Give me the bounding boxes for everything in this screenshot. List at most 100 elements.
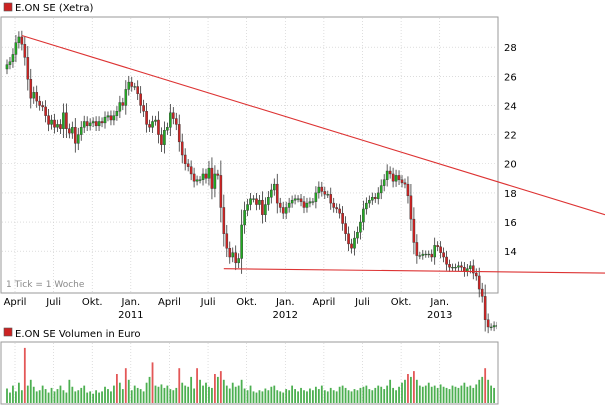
- volume-bar: [356, 390, 359, 403]
- x-tick-label: Jan.: [275, 297, 295, 308]
- volume-bar: [306, 391, 308, 403]
- volume-bar: [59, 385, 62, 403]
- volume-bar: [475, 384, 478, 403]
- volume-bar: [107, 389, 109, 403]
- candle-up: [5, 64, 9, 70]
- candle-down: [412, 218, 416, 243]
- volume-bar: [110, 391, 112, 403]
- candle-up: [118, 102, 122, 112]
- x-tick-label: Okt.: [236, 297, 257, 308]
- candle-up: [433, 245, 436, 258]
- x-tick-label: Jan.: [121, 297, 141, 308]
- volume-bar: [326, 391, 329, 403]
- volume-bar: [490, 385, 493, 403]
- volume-bar: [320, 385, 323, 403]
- candle-up: [213, 173, 217, 189]
- candle-down: [228, 248, 232, 258]
- volume-bar: [243, 388, 246, 403]
- candle-up: [365, 202, 368, 210]
- volume-bar: [68, 379, 71, 403]
- candle-down: [483, 296, 487, 320]
- volume-bar: [291, 385, 294, 403]
- volume-bar: [317, 389, 320, 403]
- y-tick-label: 22: [504, 131, 517, 142]
- volume-bar: [130, 390, 133, 403]
- candle-up: [353, 237, 356, 249]
- candle-down: [514, 323, 516, 330]
- volume-bar: [86, 392, 89, 403]
- candle-down: [388, 170, 392, 175]
- volume-bar: [216, 376, 219, 403]
- volume-bar: [47, 392, 50, 403]
- volume-bar: [261, 391, 264, 403]
- volume-bar: [380, 386, 383, 403]
- candle-down: [160, 134, 163, 145]
- candle-up: [17, 36, 21, 43]
- candle-up: [311, 201, 315, 203]
- candle-up: [305, 202, 309, 208]
- candle-down: [471, 265, 475, 274]
- x-tick-label: April: [4, 297, 27, 308]
- candle-up: [308, 201, 312, 204]
- volume-bar: [365, 385, 368, 403]
- candle-down: [338, 208, 341, 214]
- volume-bar: [285, 389, 288, 403]
- candle-up: [240, 224, 243, 259]
- candle-up: [454, 267, 457, 269]
- candle-down: [323, 191, 327, 195]
- candle-up: [523, 336, 525, 337]
- candle-down: [68, 128, 71, 134]
- y-tick-label: 24: [504, 101, 517, 112]
- candle-down: [121, 102, 125, 106]
- volume-bar: [362, 386, 365, 403]
- volume-bar: [451, 385, 454, 403]
- candle-down: [65, 112, 68, 129]
- volume-bar: [377, 385, 380, 403]
- candle-up: [151, 121, 154, 128]
- candle-down: [350, 243, 353, 249]
- volume-bar: [255, 392, 258, 403]
- volume-bar: [169, 389, 172, 403]
- candle-up: [502, 324, 504, 327]
- volume-bar: [62, 390, 65, 403]
- candle-up: [91, 121, 95, 124]
- candle-up: [287, 202, 291, 208]
- candle-down: [180, 141, 184, 156]
- price-grid: [2, 18, 497, 292]
- candle-up: [495, 325, 497, 327]
- volume-bar: [38, 390, 41, 403]
- volume-bar: [65, 392, 68, 403]
- x-tick-label: Okt.: [391, 297, 412, 308]
- candle-up: [427, 253, 431, 256]
- candle-up: [71, 127, 74, 134]
- candle-up: [382, 179, 386, 186]
- candle-down: [397, 175, 401, 180]
- volume-bar: [187, 386, 190, 403]
- volume-bar: [83, 385, 86, 403]
- volume-bar: [148, 376, 151, 403]
- candle-up: [163, 130, 166, 145]
- volume-bar: [178, 368, 181, 403]
- trendline: [223, 268, 605, 274]
- candle-up: [243, 210, 246, 226]
- candle-down: [436, 245, 439, 248]
- volume-bar: [279, 391, 282, 403]
- volume-bar: [208, 386, 210, 403]
- volume-bar: [199, 379, 201, 403]
- candle-up: [249, 198, 252, 205]
- volume-bar: [44, 389, 47, 403]
- volume-bar: [202, 385, 204, 403]
- price-x-axis: April Juli Okt. Jan. 2011 April Juli Okt. Jan. 20…: [4, 297, 453, 321]
- candle-up: [106, 115, 110, 118]
- y-tick-label: 14: [504, 247, 517, 258]
- volume-bar: [383, 389, 386, 403]
- volume-bar: [392, 387, 394, 403]
- candle-down: [261, 199, 264, 215]
- volume-bar: [9, 392, 11, 403]
- volume-bar: [323, 390, 326, 403]
- candle-down: [460, 265, 463, 268]
- volume-bar: [142, 391, 145, 403]
- volume-bar: [17, 382, 20, 403]
- x-tick-label: Juli: [45, 297, 61, 308]
